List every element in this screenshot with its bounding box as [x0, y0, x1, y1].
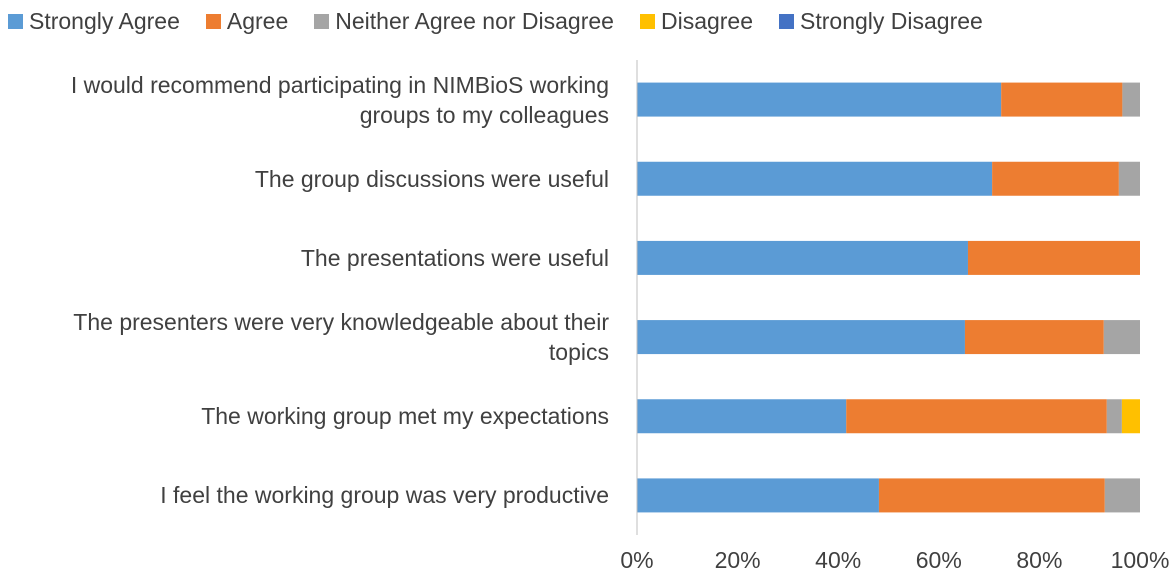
- legend-item: Agree: [205, 8, 289, 35]
- legend-swatch: [314, 14, 330, 29]
- bar-segment: [637, 161, 993, 196]
- bar-segment: [637, 82, 1002, 117]
- bar-segment: [1001, 82, 1123, 117]
- category-label: The group discussions were useful: [254, 165, 609, 192]
- category-label: The presenters were very knowledgeable a…: [73, 309, 609, 366]
- x-tick-label: 20%: [715, 547, 761, 573]
- legend-swatch: [8, 14, 23, 29]
- bar-segment: [1104, 478, 1140, 513]
- category-label: The working group met my expectations: [201, 403, 609, 430]
- bar-segment: [1121, 399, 1140, 434]
- bar-segment: [1106, 399, 1122, 434]
- bar-segment: [637, 240, 968, 275]
- x-tick-label: 60%: [916, 547, 962, 573]
- x-tick-label: 100%: [1111, 547, 1170, 573]
- bar-segment: [1122, 82, 1140, 117]
- bar-segment: [637, 320, 965, 355]
- legend-item: Strongly Agree: [8, 8, 180, 35]
- bar-segment: [878, 478, 1105, 513]
- x-tick-label: 0%: [620, 547, 653, 573]
- bar-segment: [992, 161, 1119, 196]
- x-tick-label: 40%: [815, 547, 861, 573]
- legend-item: Neither Agree nor Disagree: [314, 8, 614, 35]
- legend-label: Disagree: [660, 8, 754, 34]
- category-label: The presentations were useful: [300, 244, 609, 271]
- category-label: I would recommend participating in NIMBi…: [70, 71, 609, 128]
- legend-item: Strongly Disagree: [779, 8, 983, 35]
- x-tick-label: 80%: [1016, 547, 1062, 573]
- bar-segment: [967, 240, 1140, 275]
- legend-swatch: [639, 14, 655, 29]
- bar-segment: [1103, 320, 1140, 355]
- legend: Strongly Agree Agree Neither Agree nor Dis…: [8, 8, 983, 35]
- legend-label: Neither Agree nor Disagree: [335, 8, 614, 34]
- legend-swatch: [779, 14, 795, 29]
- legend-label: Strongly Disagree: [800, 8, 983, 34]
- legend-item: Disagree: [639, 8, 754, 35]
- legend-label: Strongly Agree: [29, 8, 180, 34]
- bar-segment: [846, 399, 1107, 434]
- bar-segment: [964, 320, 1104, 355]
- legend-swatch: [205, 14, 221, 29]
- bar-segment: [637, 399, 847, 434]
- legend-label: Agree: [226, 8, 289, 34]
- bar-segment: [1118, 161, 1140, 196]
- bar-segment: [637, 478, 879, 513]
- category-label: I feel the working group was very produc…: [160, 482, 609, 509]
